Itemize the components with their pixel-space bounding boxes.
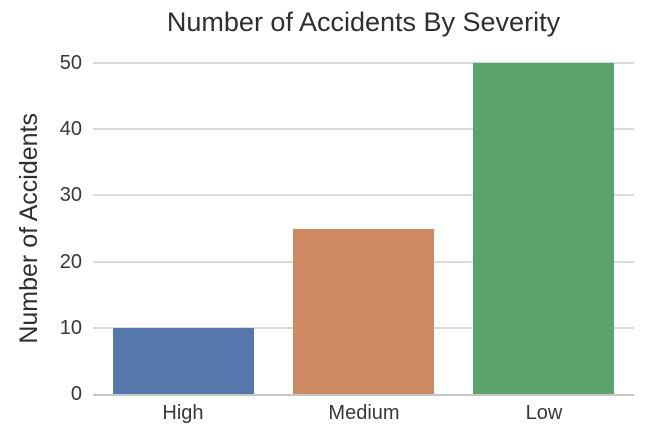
plot-area bbox=[93, 62, 634, 396]
y-tick-label-50: 50 bbox=[59, 52, 82, 74]
chart-title: Number of Accidents By Severity bbox=[166, 7, 561, 37]
gridline-30 bbox=[93, 194, 634, 197]
x-tick-label-medium: Medium bbox=[328, 402, 400, 424]
bar-low bbox=[473, 63, 615, 394]
y-axis-label-text: Number of Accidents bbox=[14, 113, 43, 344]
gridline-40 bbox=[93, 128, 634, 131]
y-tick-label-40: 40 bbox=[59, 118, 82, 140]
x-tick-label-high: High bbox=[162, 402, 204, 424]
y-tick-label-10: 10 bbox=[59, 317, 82, 339]
y-tick-label-0: 0 bbox=[70, 383, 82, 405]
y-tick-label-30: 30 bbox=[59, 184, 82, 206]
bar-high bbox=[112, 327, 254, 394]
y-axis-label: Number of Accidents bbox=[12, 63, 46, 394]
x-tick-label-low: Low bbox=[525, 402, 563, 424]
y-tick-label-20: 20 bbox=[59, 251, 82, 273]
gridline-50 bbox=[93, 62, 634, 64]
bar-medium bbox=[293, 228, 434, 394]
